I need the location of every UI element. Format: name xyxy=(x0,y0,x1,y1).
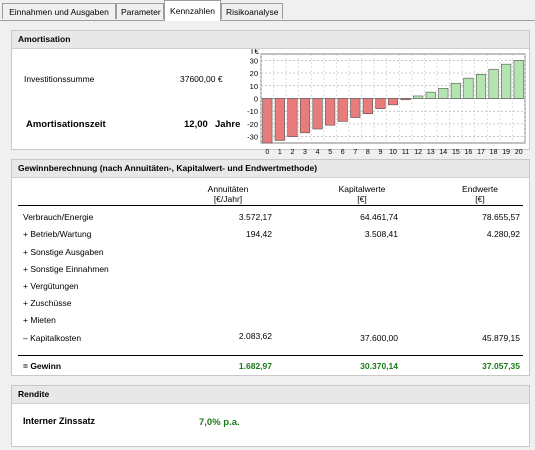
bar xyxy=(475,74,487,99)
tab-einnahmen-und-ausgaben[interactable]: Einnahmen und Ausgaben xyxy=(2,3,116,19)
gewinn-total-label: = Gewinn xyxy=(23,361,62,371)
x-tick-label: 7 xyxy=(353,149,357,156)
row-label: + Mieten xyxy=(23,315,56,325)
x-tick-label: 6 xyxy=(341,149,345,156)
gewinn-total-end: 37.057,35 xyxy=(482,361,520,371)
col-annuitaeten-unit: [€/Jahr] xyxy=(213,194,243,204)
bar xyxy=(450,82,461,99)
tab-divider xyxy=(0,20,535,21)
bar xyxy=(262,98,273,144)
x-tick-label: 2 xyxy=(290,149,294,156)
col-kapitalwerte-unit: [€] xyxy=(357,194,367,204)
tab-bar: Einnahmen und Ausgaben Parameter Kennzah… xyxy=(0,0,535,21)
header-rule xyxy=(18,205,523,206)
investment-label: Investitionssumme xyxy=(24,74,95,84)
gewinn-panel: Gewinnberechnung (nach Annuitäten-, Kapi… xyxy=(11,159,530,376)
x-tick-label: 20 xyxy=(515,149,523,156)
row-label: + Vergütungen xyxy=(23,281,79,291)
amortisation-title: Amortisation xyxy=(12,31,529,49)
row-capital-value: 3.508,41 xyxy=(364,229,398,239)
x-tick-label: 8 xyxy=(366,149,370,156)
col-endwerte-header: Endwerte xyxy=(462,184,498,194)
x-tick-label: 12 xyxy=(414,149,422,156)
payback-time-label: Amortisationszeit xyxy=(26,119,106,130)
bar xyxy=(413,95,424,99)
col-annuitaeten-header: Annuitäten xyxy=(207,184,249,194)
bar xyxy=(463,77,474,99)
col-endwerte-unit: [€] xyxy=(475,194,485,204)
x-tick-label: 1 xyxy=(278,149,282,156)
row-end-value: 78.655,57 xyxy=(482,212,520,222)
bar xyxy=(337,98,348,122)
bar xyxy=(488,68,499,99)
row-end-value: 45.879,15 xyxy=(482,333,520,343)
bar xyxy=(387,98,399,106)
y-tick-label: -20 xyxy=(247,120,258,129)
row-capital-value: 64.461,74 xyxy=(360,212,398,222)
x-tick-label: 10 xyxy=(389,149,397,156)
row-label: + Betrieb/Wartung xyxy=(23,229,92,239)
gewinn-title: Gewinnberechnung (nach Annuitäten-, Kapi… xyxy=(12,160,529,178)
bar xyxy=(325,98,336,126)
x-tick-label: 13 xyxy=(427,149,435,156)
bar xyxy=(425,91,436,99)
row-label: + Sonstige Ausgaben xyxy=(23,247,104,257)
x-tick-label: 4 xyxy=(316,149,320,156)
total-rule xyxy=(18,355,523,356)
bar xyxy=(350,98,361,118)
row-label: – Kapitalkosten xyxy=(23,333,82,343)
row-label: + Sonstige Einnahmen xyxy=(23,264,109,274)
bar xyxy=(274,98,285,141)
x-tick-label: 18 xyxy=(490,149,498,156)
col-kapitalwerte-header: Kapitalwerte xyxy=(338,184,386,194)
row-label: Verbrauch/Energie xyxy=(23,212,94,222)
irr-value: 7,0% p.a. xyxy=(199,417,240,428)
x-tick-label: 9 xyxy=(378,149,382,156)
x-tick-label: 15 xyxy=(452,149,460,156)
bar xyxy=(299,98,311,134)
bar xyxy=(375,98,386,109)
row-end-value: 4.280,92 xyxy=(486,229,520,239)
y-tick-label: 20 xyxy=(250,69,258,78)
rendite-panel: Rendite Interner Zinssatz 7,0% p.a. xyxy=(11,385,530,447)
x-tick-label: 11 xyxy=(402,149,409,156)
bar xyxy=(513,60,524,99)
gewinn-total-capital: 30.370,14 xyxy=(360,361,398,371)
bar xyxy=(287,98,298,137)
irr-label: Interner Zinssatz xyxy=(23,416,96,426)
investment-value: 37600,00 € xyxy=(180,74,223,84)
y-tick-label: -30 xyxy=(247,133,258,142)
bar xyxy=(362,98,373,115)
x-tick-label: 17 xyxy=(477,149,485,156)
x-tick-label: 3 xyxy=(303,149,307,156)
row-label: + Zuschüsse xyxy=(23,298,72,308)
payback-time-value: 12,00 xyxy=(184,119,208,130)
tab-risikoanalyse[interactable]: Risikoanalyse xyxy=(221,3,283,19)
bar xyxy=(312,98,323,130)
row-annuity-value: 194,42 xyxy=(246,229,272,239)
row-annuity-value: 3.572,17 xyxy=(238,212,272,222)
payback-time-unit: Jahre xyxy=(215,119,241,130)
bar xyxy=(501,63,512,99)
row-annuity-value: 2.083,62 xyxy=(238,331,272,341)
x-tick-label: 14 xyxy=(439,149,447,156)
bar xyxy=(438,88,449,99)
tab-kennzahlen[interactable]: Kennzahlen xyxy=(164,0,221,21)
row-capital-value: 37.600,00 xyxy=(360,333,398,343)
y-tick-label: 0 xyxy=(254,95,258,104)
x-tick-label: 19 xyxy=(502,149,510,156)
y-axis-label: T€ xyxy=(250,49,260,56)
y-tick-label: 30 xyxy=(250,56,258,65)
rendite-title: Rendite xyxy=(12,386,529,404)
bar xyxy=(400,98,411,101)
amortisation-panel: Amortisation Investitionssumme 37600,00 … xyxy=(11,30,530,156)
gewinn-total-annuity: 1.682,97 xyxy=(238,361,272,371)
x-tick-label: 0 xyxy=(265,149,269,156)
x-tick-label: 5 xyxy=(328,149,332,156)
tab-parameter[interactable]: Parameter xyxy=(116,3,164,19)
y-tick-label: 10 xyxy=(250,82,258,91)
x-tick-label: 16 xyxy=(465,149,473,156)
y-tick-label: -10 xyxy=(247,107,258,116)
